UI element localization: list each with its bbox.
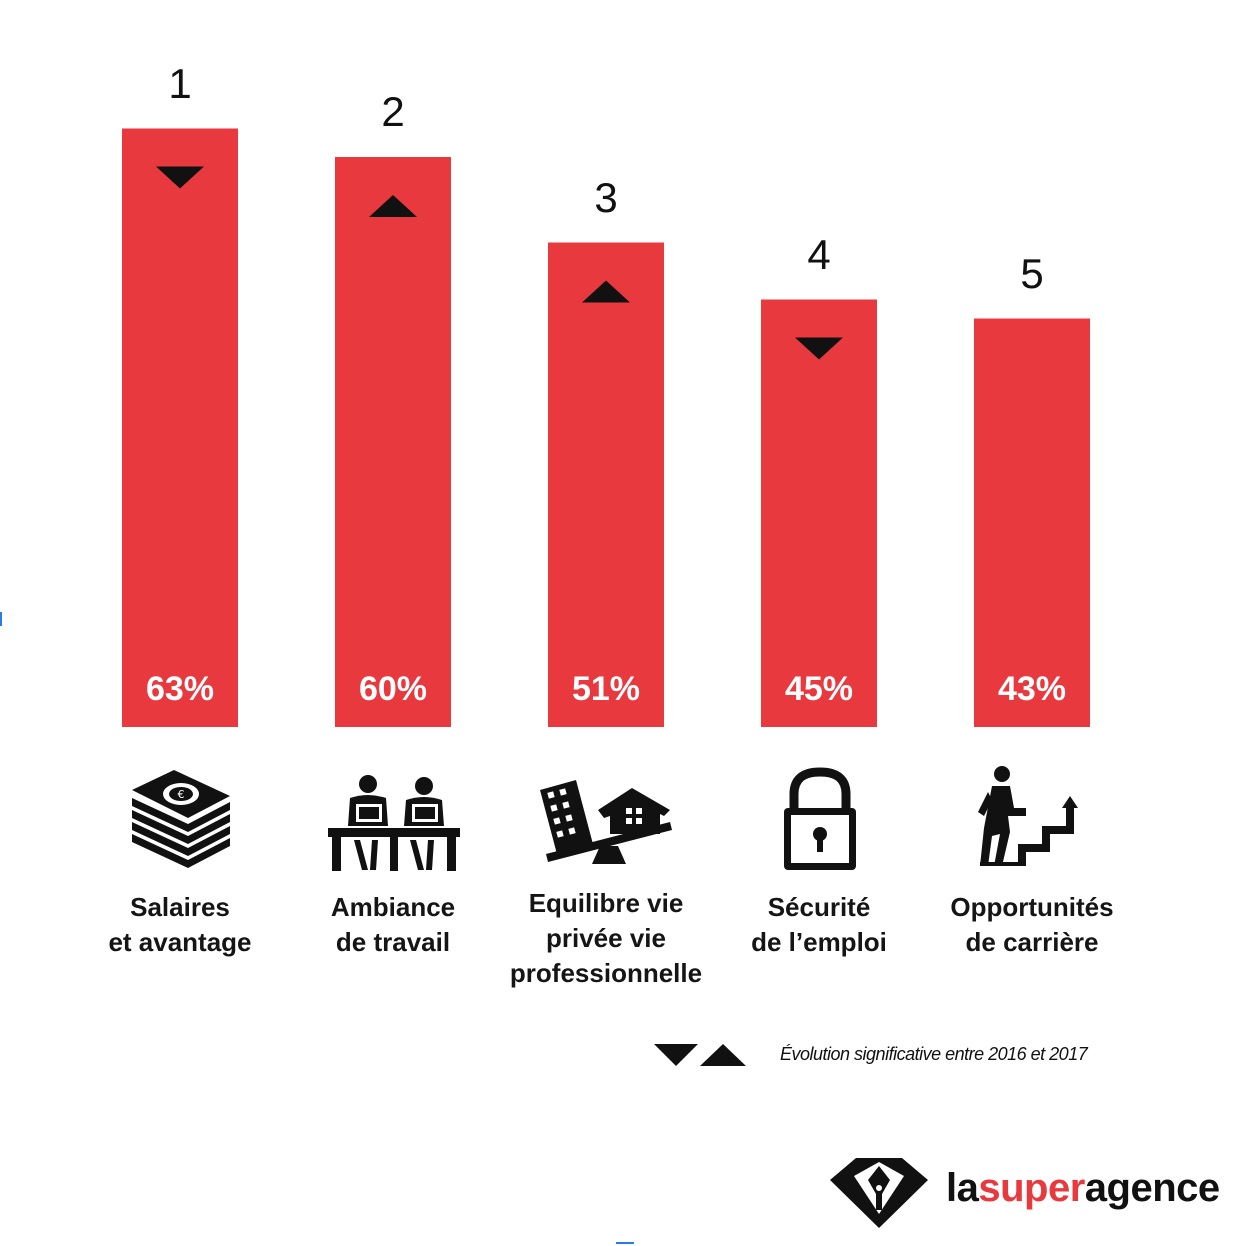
bar-value-label-2: 60%	[359, 670, 427, 708]
trend-up-marker-3	[582, 280, 630, 303]
logo-wordmark: lasuperagence	[946, 1166, 1220, 1211]
career-stairs-icon	[962, 762, 1102, 882]
bar-2	[335, 157, 451, 727]
bar-value-label-1: 63%	[146, 670, 214, 708]
bar-value-label-4: 45%	[785, 670, 853, 708]
edge-marker-bottom	[616, 1242, 634, 1244]
logo-text-prefix: la	[946, 1166, 979, 1210]
trend-down-marker-4	[795, 337, 843, 360]
legend-down-triangle	[654, 1044, 698, 1066]
bar-value-label-5: 43%	[998, 670, 1066, 708]
category-label-2: Ambiance de travail	[330, 892, 456, 957]
rank-label-2: 2	[381, 88, 405, 135]
rank-label-1: 1	[168, 59, 192, 107]
rank-label-5: 5	[1020, 249, 1044, 297]
padlock-icon	[750, 762, 890, 882]
trend-down-marker-1	[156, 166, 204, 189]
bar-4	[761, 299, 877, 727]
svg-text:€: €	[178, 788, 185, 801]
legend-up-triangle	[700, 1044, 746, 1066]
category-label-5: Opportunités de carrière	[950, 892, 1114, 957]
logo-text-suffix: agence	[1084, 1166, 1220, 1210]
category-label-1: Salaires et avantage	[108, 892, 252, 957]
bar-3	[548, 242, 664, 727]
rank-label-3: 3	[594, 173, 618, 221]
office-workers-icon	[324, 768, 464, 888]
lasuperagence-logo[interactable]: lasuperagence	[826, 1152, 1236, 1232]
edge-marker-left	[0, 612, 2, 626]
work-life-balance-icon	[536, 770, 676, 890]
bar-5	[974, 318, 1090, 727]
category-label-4: Sécurité de l’emploi	[751, 892, 887, 957]
category-label-3: Equilibre vie privée vie professionnelle	[509, 888, 703, 988]
rank-label-4: 4	[807, 230, 831, 278]
bar-value-label-3: 51%	[572, 670, 640, 708]
legend-label: Évolution significative entre 2016 et 20…	[780, 1044, 1088, 1064]
legend: Évolution significative entre 2016 et 20…	[652, 1040, 1122, 1074]
money-stack-icon: €	[110, 762, 250, 882]
logo-text-accent: super	[978, 1166, 1085, 1210]
trend-up-marker-2	[369, 195, 417, 217]
bar-1	[122, 128, 238, 727]
